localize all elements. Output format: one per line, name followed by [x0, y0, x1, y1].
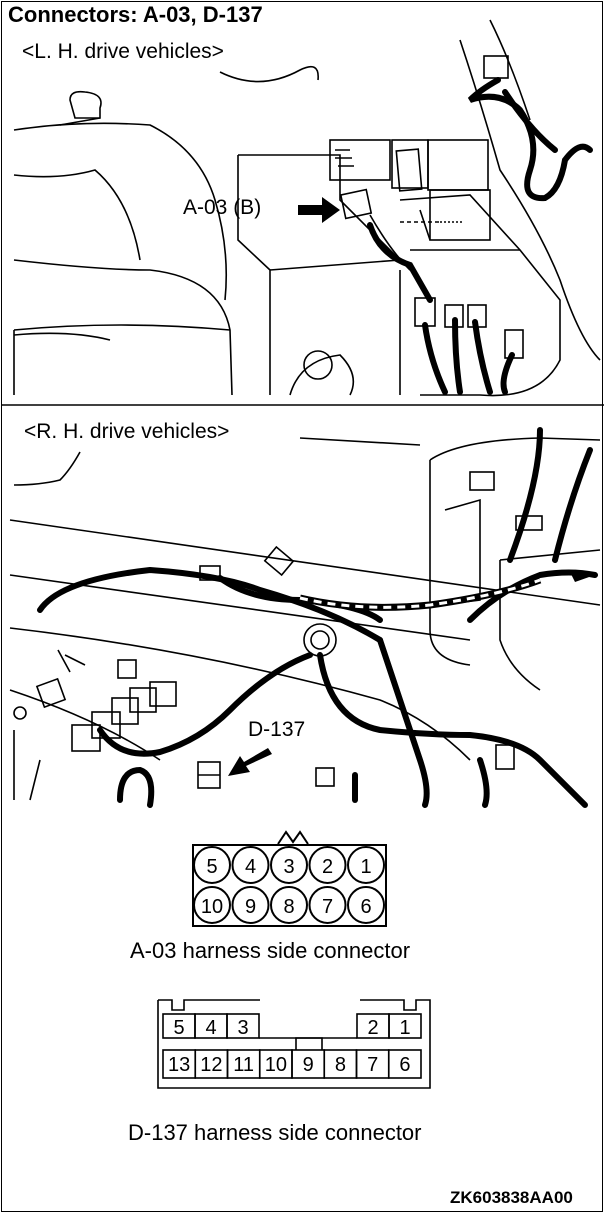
a03-pin-3	[270, 846, 308, 884]
a03-pin-10	[193, 886, 231, 924]
d137-connector-caption: D-137 harness side connector	[128, 1120, 422, 1145]
page-title: Connectors: A-03, D-137	[8, 2, 263, 27]
rh-drive-label: <R. H. drive vehicles>	[24, 420, 230, 443]
drawing-id: ZK603838AA00	[450, 1188, 573, 1207]
a03-pin-6	[347, 886, 385, 924]
a03-pin-label-4: 4	[245, 856, 256, 878]
d137-callout-arrow	[228, 748, 272, 776]
d137-pin-label-3: 3	[237, 1017, 248, 1039]
lh-harness-wires	[367, 77, 593, 395]
a03-pin-2	[308, 846, 347, 884]
d137-pin-label-4: 4	[205, 1017, 216, 1039]
d137-pin-label-12: 12	[200, 1054, 222, 1076]
a03-callout-label: A-03 (B)	[183, 196, 262, 219]
d137-connector-diagram	[157, 999, 431, 1089]
d137-pin-label-13: 13	[168, 1054, 190, 1076]
rh-harness-dashed-wire	[299, 576, 542, 611]
rh-drive-illustration	[9, 437, 601, 801]
a03-pin-4	[231, 846, 270, 884]
a03-pin-7	[308, 886, 347, 924]
a03-connector-caption: A-03 harness side connector	[130, 938, 411, 963]
d137-pin-label-10: 10	[265, 1054, 287, 1076]
d137-pin-6	[387, 1049, 422, 1079]
a03-callout-arrow	[298, 197, 340, 223]
rh-harness-arrowhead	[570, 572, 592, 582]
d137-callout-label: D-137	[248, 718, 306, 741]
d137-pin-label-9: 9	[303, 1054, 314, 1076]
a03-pin-label-2: 2	[322, 856, 333, 878]
a03-pin-label-7: 7	[322, 896, 333, 918]
lh-drive-label: <L. H. drive vehicles>	[22, 40, 224, 63]
a03-pin-1	[347, 846, 385, 884]
d137-pin-label-8: 8	[335, 1054, 346, 1076]
d137-pin-label-5: 5	[173, 1017, 184, 1039]
d137-pin-label-11: 11	[233, 1054, 254, 1076]
a03-pin-label-5: 5	[206, 856, 217, 878]
a03-connector-diagram	[192, 830, 387, 927]
a03-pin-label-8: 8	[283, 896, 294, 918]
a03-pin-9	[231, 886, 270, 924]
a03-pin-label-6: 6	[360, 896, 371, 918]
d137-pin-label-2: 2	[367, 1017, 378, 1039]
a03-pin-8	[270, 886, 308, 924]
rh-harness-dashed-highlight	[299, 578, 541, 609]
a03-pin-label-3: 3	[283, 856, 294, 878]
d137-pin-label-1: 1	[399, 1017, 410, 1039]
a03-pin-label-10: 10	[201, 896, 223, 918]
rh-harness-wires	[37, 427, 598, 808]
a03-pin-label-9: 9	[245, 896, 256, 918]
d137-pin-label-6: 6	[399, 1054, 410, 1076]
d137-pin-label-7: 7	[367, 1054, 378, 1076]
a03-pin-label-1: 1	[360, 856, 371, 878]
a03-pin-5	[193, 846, 231, 884]
